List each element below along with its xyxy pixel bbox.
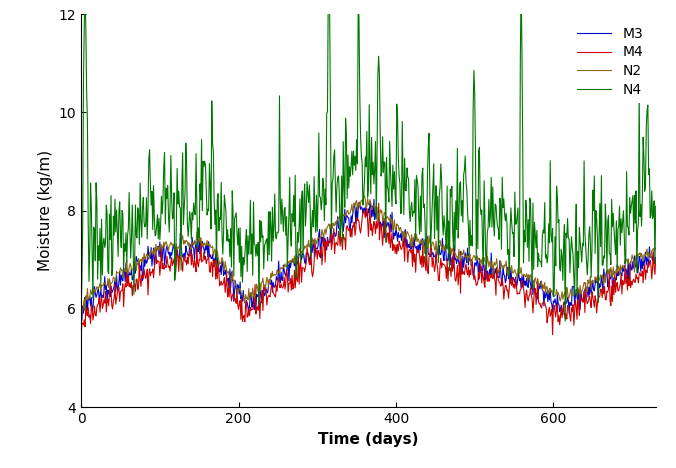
M3 (134, 259, 142, 264)
N2 (78, 312, 86, 317)
Line: N2: N2 (81, 196, 656, 314)
M4 (162, 264, 170, 270)
M3 (77, 322, 85, 327)
N4 (162, 185, 170, 191)
N4 (77, 308, 85, 314)
M4 (652, 256, 660, 262)
M4 (375, 200, 383, 206)
N2 (360, 193, 368, 199)
N2 (163, 242, 171, 248)
M3 (370, 197, 378, 202)
N4 (642, 124, 650, 130)
M3 (162, 247, 170, 252)
Line: M3: M3 (81, 199, 656, 324)
N2 (391, 227, 400, 232)
X-axis label: Time (days): Time (days) (318, 431, 418, 446)
N2 (82, 293, 90, 299)
N2 (135, 256, 143, 261)
Legend: M3, M4, N2, N4: M3, M4, N2, N4 (571, 21, 649, 102)
M4 (77, 332, 85, 337)
N2 (642, 250, 650, 256)
N2 (652, 245, 660, 251)
M3 (510, 277, 518, 283)
N2 (511, 267, 519, 272)
M3 (642, 249, 650, 255)
M4 (81, 324, 89, 329)
M3 (652, 255, 660, 260)
M4 (134, 286, 142, 292)
M4 (510, 282, 518, 287)
M3 (390, 230, 398, 236)
N2 (77, 304, 85, 310)
Line: N4: N4 (81, 0, 656, 321)
N4 (561, 318, 569, 324)
N4 (652, 204, 660, 209)
M4 (390, 243, 398, 249)
N4 (510, 254, 518, 259)
Line: M4: M4 (81, 203, 656, 335)
M3 (81, 294, 89, 300)
Y-axis label: Moisture (kg/m): Moisture (kg/m) (38, 150, 53, 271)
M4 (642, 277, 650, 282)
N4 (390, 169, 398, 175)
N4 (134, 205, 142, 211)
